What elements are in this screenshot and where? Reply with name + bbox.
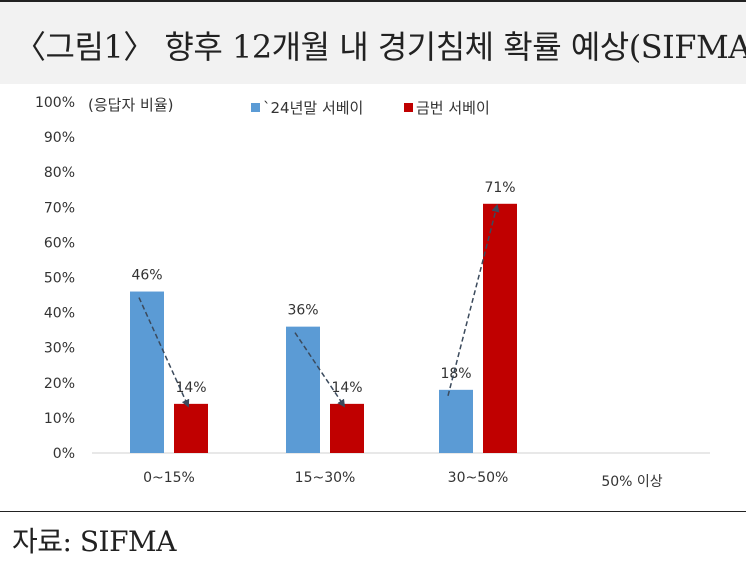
legend-swatch (404, 103, 413, 112)
trend-arrow (138, 297, 190, 408)
bar (130, 291, 164, 453)
bar (439, 389, 473, 453)
y-tick-label: 0% (53, 446, 75, 462)
x-tick-label: 15~30% (295, 470, 356, 486)
y-axis-label: (응답자 비율) (88, 96, 173, 114)
y-tick-label: 40% (44, 306, 75, 322)
bar (330, 403, 364, 453)
y-tick-label: 50% (44, 271, 75, 287)
y-tick-label: 70% (44, 200, 75, 216)
y-tick-label: 60% (44, 235, 75, 251)
trend-arrow (294, 332, 346, 408)
data-label: 46% (131, 268, 162, 284)
x-tick-label: 50% 이상 (601, 474, 662, 490)
y-tick-label: 30% (44, 341, 75, 357)
data-label: 36% (287, 303, 318, 319)
x-tick-label: 0~15% (143, 470, 195, 486)
legend-label: `24년말 서베이 (263, 99, 363, 117)
figure-title: 〈그림1〉 향후 12개월 내 경기침체 확률 예상(SIFMA) (14, 28, 746, 66)
bar (174, 403, 208, 453)
bar-chart: 0% 10% 20% 30% 40% 50% 60% 70% 80% 90% 100% (응답자 비… (35, 95, 710, 490)
title-bar: 〈그림1〉 향후 12개월 내 경기침체 확률 예상(SIFMA) (0, 0, 746, 84)
y-tick-label: 10% (44, 411, 75, 427)
bar (286, 326, 320, 453)
legend-label: 금번 서베이 (416, 99, 490, 117)
x-tick-label: 30~50% (448, 470, 509, 486)
data-label: 71% (484, 180, 515, 196)
data-label: 14% (175, 380, 206, 396)
data-label: 14% (331, 380, 362, 396)
trend-arrow (447, 203, 500, 397)
y-tick-label: 100% (35, 95, 75, 111)
legend-swatch (251, 103, 260, 112)
source-note: 자료: SIFMA (12, 525, 176, 558)
y-tick-label: 80% (44, 165, 75, 181)
y-tick-label: 90% (44, 130, 75, 146)
bottom-rule (0, 511, 746, 512)
data-label: 18% (440, 366, 471, 382)
y-tick-label: 20% (44, 376, 75, 392)
bar (483, 203, 517, 453)
